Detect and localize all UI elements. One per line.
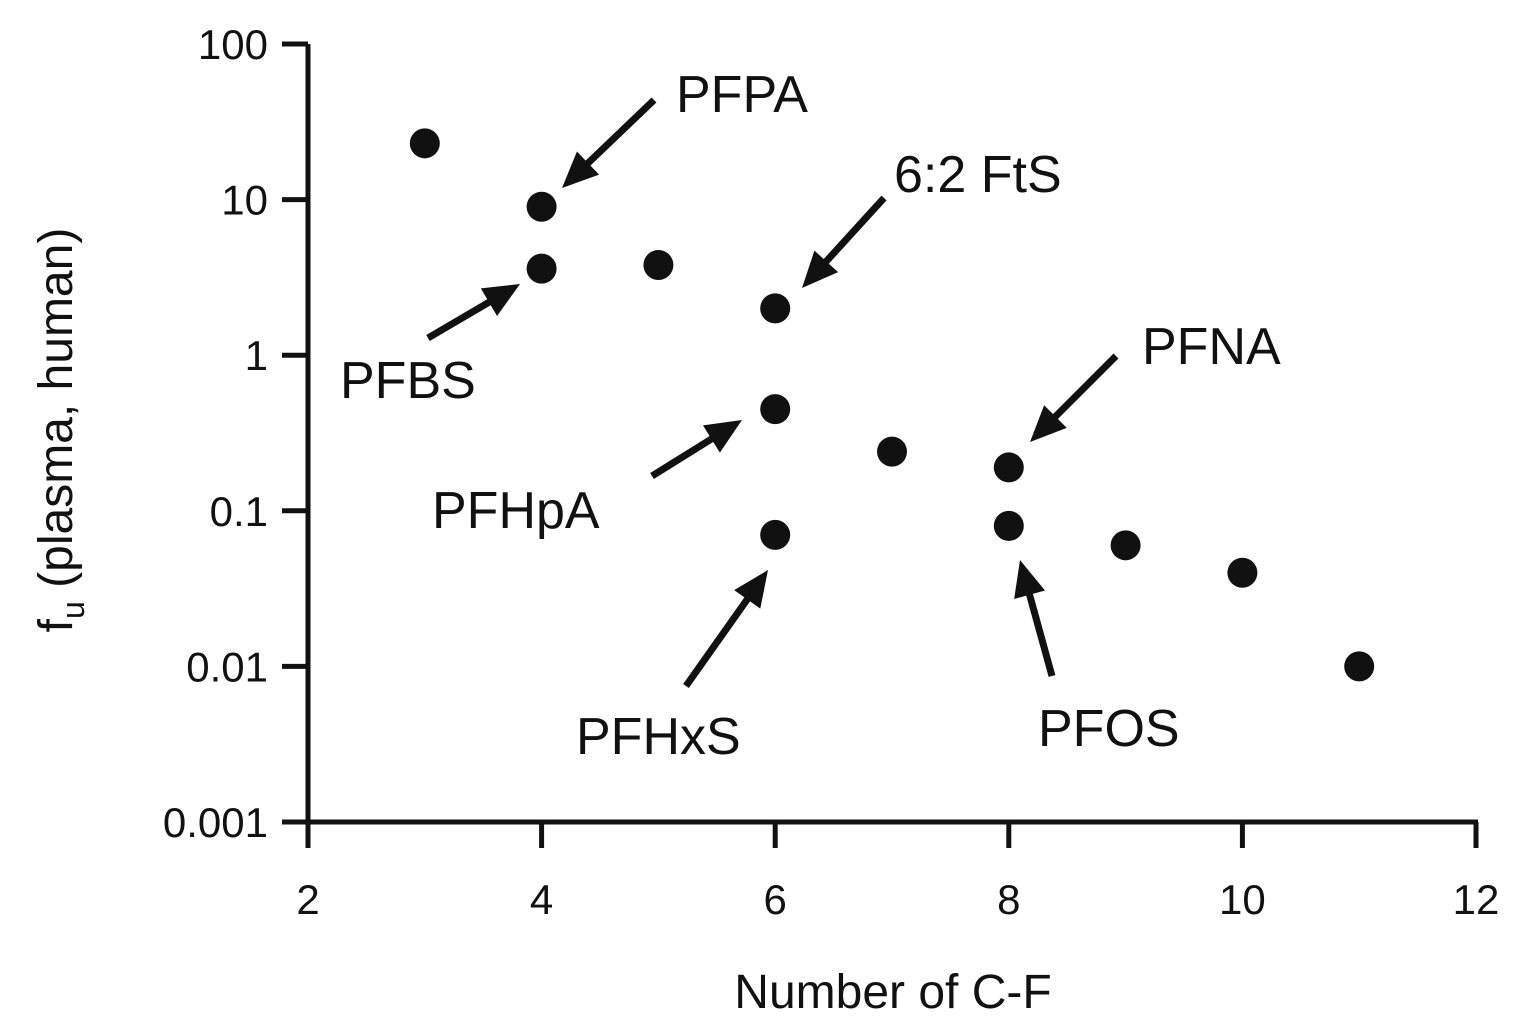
data-point: [1227, 557, 1258, 588]
y-ticks: 0.001 0.01 0.1 1 10 100: [163, 21, 308, 846]
annotation-arrow-head: [734, 570, 768, 609]
data-point: [643, 249, 674, 280]
data-point: [760, 519, 791, 550]
annotation-labels: PFPA PFBS 6:2 FtS PFHpA PFHxS PFNA PFOS: [340, 66, 1281, 766]
annotation-arrow-shaft: [426, 298, 493, 342]
x-ticks: 2 4 6 8 10 12: [296, 822, 1499, 923]
data-points: [409, 128, 1375, 682]
data-point: [993, 510, 1024, 541]
x-axis-title: Number of C-F: [734, 966, 1051, 1019]
annotation-arrow-shaft: [1051, 353, 1119, 421]
annotation-arrow-head: [480, 284, 520, 317]
annotation-arrow-shaft: [584, 97, 657, 168]
y-tick-label: 1: [245, 332, 268, 379]
annotation-arrow-head: [1014, 560, 1045, 599]
x-tick-label: 4: [530, 876, 553, 923]
data-point: [877, 436, 907, 467]
annotation-arrow-head: [562, 151, 600, 188]
y-axis-title: fu (plasma, human): [30, 228, 91, 633]
annotation-label: PFBS: [340, 352, 476, 410]
data-point: [993, 452, 1024, 483]
axes: [305, 44, 1478, 825]
data-point: [526, 253, 557, 284]
data-point: [1344, 651, 1375, 682]
annotation-arrow-head: [1030, 405, 1067, 442]
y-tick-label: 10: [221, 177, 268, 224]
x-tick-label: 6: [764, 876, 787, 923]
data-point: [1110, 530, 1141, 561]
annotation-label: PFOS: [1038, 700, 1180, 758]
data-point: [760, 394, 791, 425]
annotation-arrows: [426, 97, 1119, 689]
annotation-label: 6:2 FtS: [894, 146, 1062, 204]
y-tick-label: 100: [198, 21, 268, 68]
x-tick-label: 2: [296, 876, 319, 923]
annotation-label: PFPA: [676, 66, 808, 124]
x-tick-label: 8: [997, 876, 1020, 923]
annotation-arrow-shaft: [1025, 591, 1056, 677]
annotation-label: PFHpA: [432, 482, 600, 540]
x-tick-label: 10: [1219, 876, 1266, 923]
annotation-arrow-head: [802, 250, 839, 288]
annotation-arrow-head: [702, 420, 742, 453]
y-tick-label: 0.001: [163, 799, 268, 846]
y-axis-title-main: f: [30, 618, 83, 632]
annotation-arrow-shaft: [650, 434, 715, 479]
data-point: [760, 293, 791, 324]
y-tick-label: 0.1: [210, 488, 268, 535]
y-axis-title-rest: (plasma, human): [30, 228, 83, 601]
annotation-label: PFHxS: [576, 708, 741, 766]
y-axis-title-sub: u: [55, 601, 91, 619]
annotation-arrow-shaft: [822, 195, 887, 266]
data-point: [409, 128, 440, 159]
data-point: [526, 191, 557, 222]
annotation-label: PFNA: [1142, 318, 1281, 376]
x-tick-label: 12: [1453, 876, 1500, 923]
annotation-arrow-shaft: [683, 595, 752, 689]
y-tick-label: 0.01: [186, 643, 268, 690]
